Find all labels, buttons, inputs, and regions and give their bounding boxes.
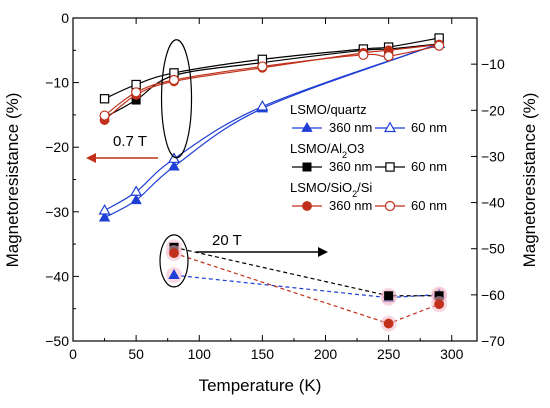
legend-item-label: 60 nm [411, 159, 447, 174]
y-tick-label-left: −10 [45, 75, 69, 91]
data-point [168, 74, 180, 86]
data-point [98, 211, 111, 222]
arrow-left-axis-head [86, 153, 96, 163]
data-point [168, 160, 180, 171]
legend-item-label: 60 nm [411, 120, 447, 135]
series-line [173, 274, 440, 299]
data-point [169, 248, 179, 259]
x-tick-label: 100 [188, 346, 212, 362]
y-tick-label-right: −70 [481, 333, 505, 349]
series-7 [166, 239, 448, 304]
data-point [434, 40, 445, 51]
x-tick-label: 0 [69, 346, 77, 362]
y-tick-label-left: 0 [61, 10, 69, 26]
data-point [256, 100, 269, 111]
arrow-right-axis-head [318, 247, 328, 257]
y-tick-label-right: −60 [481, 287, 505, 303]
legend-group-title: LSMO/quartz [290, 102, 367, 117]
series-line [173, 252, 440, 325]
legend-marker [302, 201, 312, 211]
y-axis-label-right: Magnetoresistance (%) [520, 93, 539, 268]
data-point [99, 110, 110, 121]
y-tick-label-left: −40 [45, 268, 69, 284]
series-5 [99, 40, 445, 121]
data-point [99, 94, 110, 104]
y-tick-label-left: −30 [45, 204, 69, 220]
data-point [131, 87, 142, 98]
y-axis-label-left: Magnetoresistance (%) [3, 93, 22, 268]
legend-item-label: 360 nm [329, 120, 372, 135]
legend-item-label: 360 nm [329, 198, 372, 213]
legend-marker [385, 162, 395, 172]
y-tick-label-right: −40 [481, 195, 505, 211]
data-point [358, 49, 369, 60]
legend-marker [383, 121, 397, 133]
data-point [130, 194, 142, 205]
y-tick-label-right: −30 [481, 148, 505, 164]
data-point [257, 61, 268, 72]
legend-marker [384, 200, 396, 212]
x-tick-label: 50 [128, 346, 144, 362]
y-tick-label-right: −20 [481, 102, 505, 118]
data-point [383, 318, 394, 329]
legend-marker [302, 162, 312, 172]
y-tick-label-right: −10 [481, 56, 505, 72]
legend-group-title: LSMO/SiO2/Si [290, 180, 372, 199]
data-point [384, 291, 394, 301]
data-point [168, 269, 180, 280]
legend-group-title: LSMO/Al2O3 [290, 141, 364, 160]
y-tick-label-right: −50 [481, 241, 505, 257]
series-8 [166, 245, 448, 332]
y-tick-label-left: −20 [45, 139, 69, 155]
x-tick-label: 200 [314, 346, 338, 362]
x-axis-label: Temperature (K) [199, 376, 322, 395]
x-tick-label: 300 [440, 346, 464, 362]
data-point [383, 51, 394, 62]
y-tick-label-left: −50 [45, 333, 69, 349]
legend-item-label: 60 nm [411, 198, 447, 213]
legend-marker [301, 121, 313, 132]
legend-item-label: 360 nm [329, 159, 372, 174]
series-3 [99, 33, 444, 104]
x-tick-label: 250 [377, 346, 401, 362]
data-point [98, 204, 111, 215]
annotation-low-field: 0.7 T [113, 133, 147, 150]
data-point [130, 185, 143, 196]
series-6 [166, 267, 448, 306]
annotation-high-field: 20 T [212, 232, 242, 249]
x-tick-label: 150 [251, 346, 275, 362]
group-ellipse-high-field [159, 234, 189, 288]
group-ellipse-low-field [160, 39, 193, 159]
data-point [434, 299, 445, 310]
